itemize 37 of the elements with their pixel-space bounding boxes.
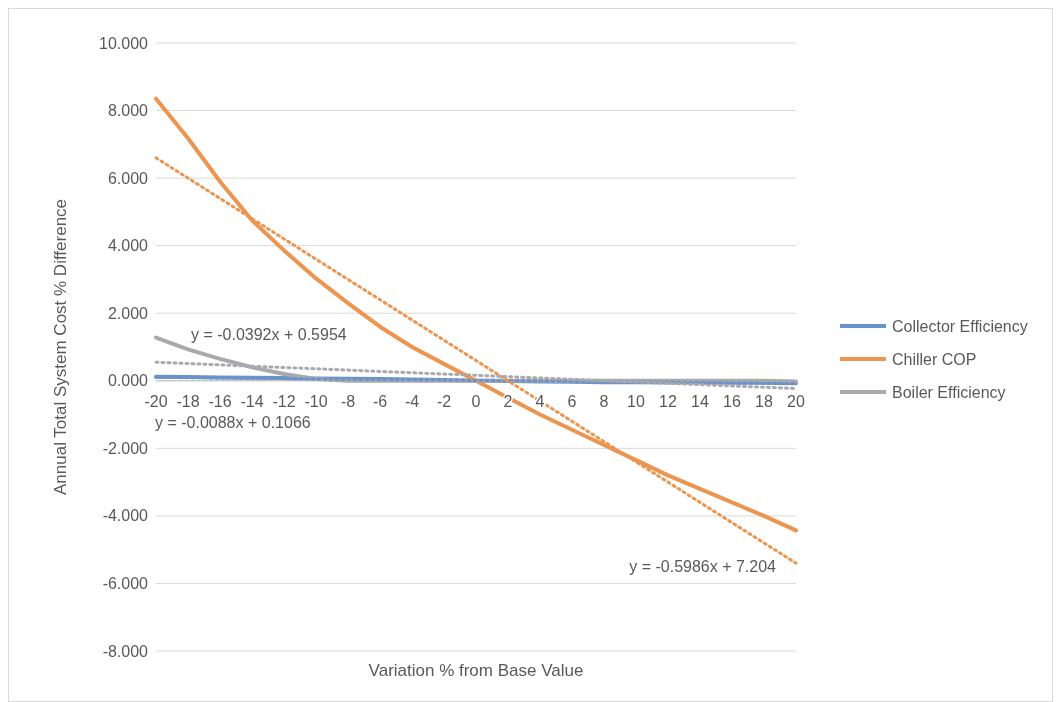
y-tick-label: 2.000 xyxy=(107,304,149,322)
x-tick-label: -20 xyxy=(144,392,168,410)
x-tick-label: -4 xyxy=(404,392,420,410)
y-tick-label: 4.000 xyxy=(107,237,149,255)
y-tick-label: -6.000 xyxy=(102,575,149,593)
x-tick-label: 10 xyxy=(627,392,645,410)
legend-label: Chiller COP xyxy=(892,350,977,368)
x-tick-label: -6 xyxy=(372,392,388,410)
x-tick-label: -18 xyxy=(176,392,200,410)
legend-label: Boiler Efficiency xyxy=(892,383,1006,401)
y-tick-label: -2.000 xyxy=(102,439,149,457)
x-tick-label: 20 xyxy=(787,392,805,410)
x-tick-label: 16 xyxy=(723,392,741,410)
annotation: y = -0.0392x + 0.5954 xyxy=(191,325,347,343)
annotation: y = -0.0088x + 0.1066 xyxy=(155,413,311,431)
x-tick-label: 12 xyxy=(659,392,677,410)
x-tick-label: 0 xyxy=(471,392,481,410)
y-axis-title: Annual Total System Cost % Difference xyxy=(51,198,70,496)
x-tick-label: 18 xyxy=(755,392,773,410)
x-tick-label: -8 xyxy=(340,392,356,410)
y-tick-label: -8.000 xyxy=(102,642,149,660)
y-tick-label: -4.000 xyxy=(102,507,149,525)
x-tick-label: 8 xyxy=(599,392,609,410)
x-tick-label: -16 xyxy=(208,392,232,410)
x-tick-label: -2 xyxy=(436,392,452,410)
x-tick-label: 6 xyxy=(567,392,577,410)
y-tick-label: 6.000 xyxy=(107,169,149,187)
x-tick-label: -12 xyxy=(272,392,296,410)
annotation: y = -0.5986x + 7.204 xyxy=(629,558,777,576)
y-tick-label: 8.000 xyxy=(107,102,149,120)
y-tick-label: 0.000 xyxy=(107,372,149,390)
x-axis-title: Variation % from Base Value xyxy=(368,661,584,680)
x-tick-label: -10 xyxy=(304,392,328,410)
x-tick-label: -14 xyxy=(240,392,264,410)
y-tick-label: 10.000 xyxy=(99,34,149,52)
x-tick-label: 14 xyxy=(691,392,709,410)
legend-label: Collector Efficiency xyxy=(892,317,1028,335)
